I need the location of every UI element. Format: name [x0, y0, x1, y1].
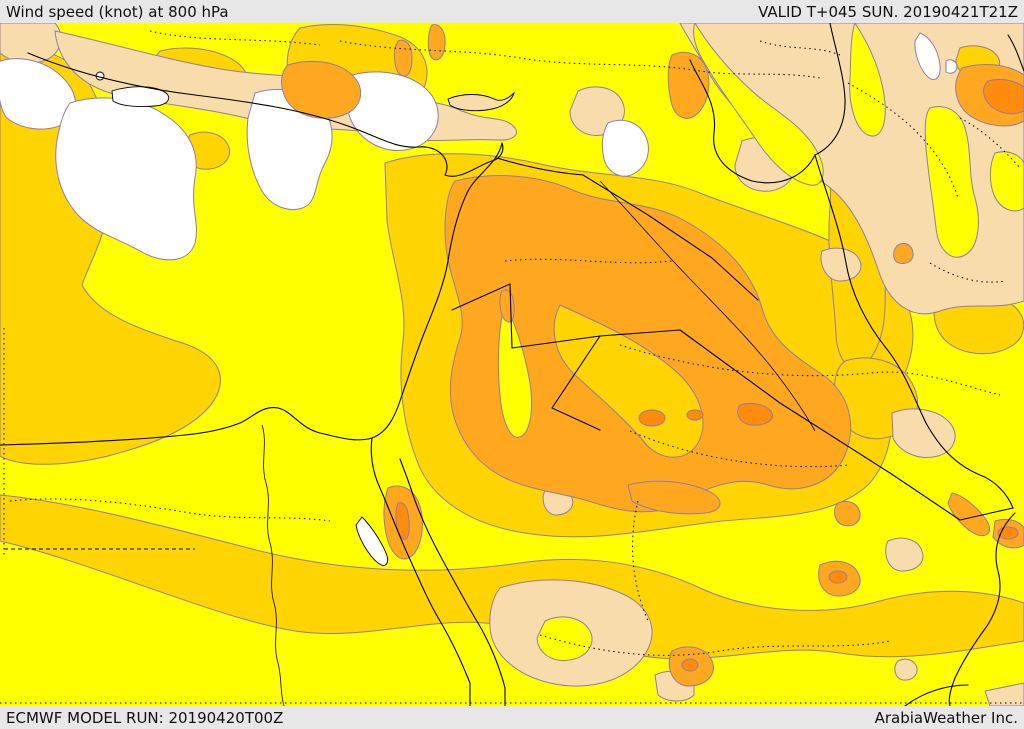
- country-borders-dotted: [0, 30, 1024, 704]
- country-borders-solid: [451, 23, 1014, 521]
- wind-contour-canvas: [0, 23, 1024, 706]
- rivers: [261, 180, 816, 706]
- valid-time-label: VALID T+045 SUN. 20190421T21Z: [758, 2, 1018, 21]
- map-title: Wind speed (knot) at 800 hPa: [6, 2, 229, 21]
- yellow-streak-regions: [536, 23, 1024, 662]
- brand-label: ArabiaWeather Inc.: [874, 708, 1018, 727]
- euphrates-river: [599, 180, 816, 432]
- cyprus-island: [447, 91, 515, 112]
- footer-bar: ECMWF MODEL RUN: 20190420T00Z ArabiaWeat…: [0, 706, 1024, 729]
- coastlines: [0, 34, 1024, 706]
- header-bar: Wind speed (knot) at 800 hPa VALID T+045…: [0, 0, 1024, 23]
- deep-orange-cores: [395, 78, 1024, 672]
- model-run-label: ECMWF MODEL RUN: 20190420T00Z: [6, 708, 284, 727]
- nile-river: [261, 424, 285, 706]
- sea-white-regions: [0, 32, 958, 566]
- wind-speed-map: [0, 23, 1024, 706]
